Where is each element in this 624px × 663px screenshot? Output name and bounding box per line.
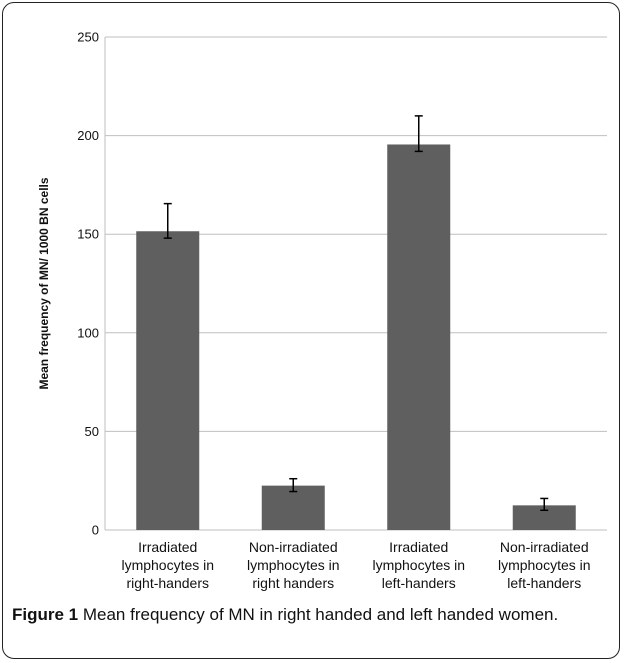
x-category-label: Irradiated lymphocytes in left-handers bbox=[372, 539, 465, 591]
error-bar bbox=[540, 497, 549, 512]
error-bar bbox=[163, 202, 172, 239]
y-tick-label: 50 bbox=[85, 424, 99, 439]
error-bar bbox=[289, 477, 298, 493]
bar-chart: 0 50 100 150 200 250 Irradiated lymphocytes in… bbox=[37, 30, 607, 591]
bars bbox=[136, 144, 576, 530]
y-tick-label: 100 bbox=[77, 325, 99, 340]
error-bar bbox=[414, 115, 423, 153]
figure-caption: Figure 1 Mean frequency of MN in right h… bbox=[12, 603, 572, 627]
bar bbox=[136, 231, 200, 530]
y-tick-label: 0 bbox=[92, 523, 99, 538]
y-tick-label: 150 bbox=[77, 227, 99, 242]
x-category-label: Non-irradiated lymphocytes in right hander… bbox=[247, 539, 340, 591]
bar bbox=[387, 144, 451, 530]
x-category-label: Non-irradiated lymphocytes in left-handers bbox=[498, 539, 591, 591]
caption-label: Figure 1 bbox=[12, 605, 79, 624]
error-bars bbox=[163, 115, 549, 512]
y-tick-labels: 0 50 100 150 200 250 bbox=[77, 30, 99, 538]
x-category-label: Irradiated lymphocytes in right-handers bbox=[121, 539, 214, 591]
y-axis-label: Mean frequency of MN/ 1000 BN cells bbox=[37, 177, 51, 389]
caption-text: Mean frequency of MN in right handed and… bbox=[82, 605, 559, 624]
bar bbox=[261, 485, 325, 530]
y-tick-label: 250 bbox=[77, 30, 99, 45]
y-tick-label: 200 bbox=[77, 128, 99, 143]
x-category-labels: Irradiated lymphocytes in right-handers Non… bbox=[121, 539, 590, 591]
